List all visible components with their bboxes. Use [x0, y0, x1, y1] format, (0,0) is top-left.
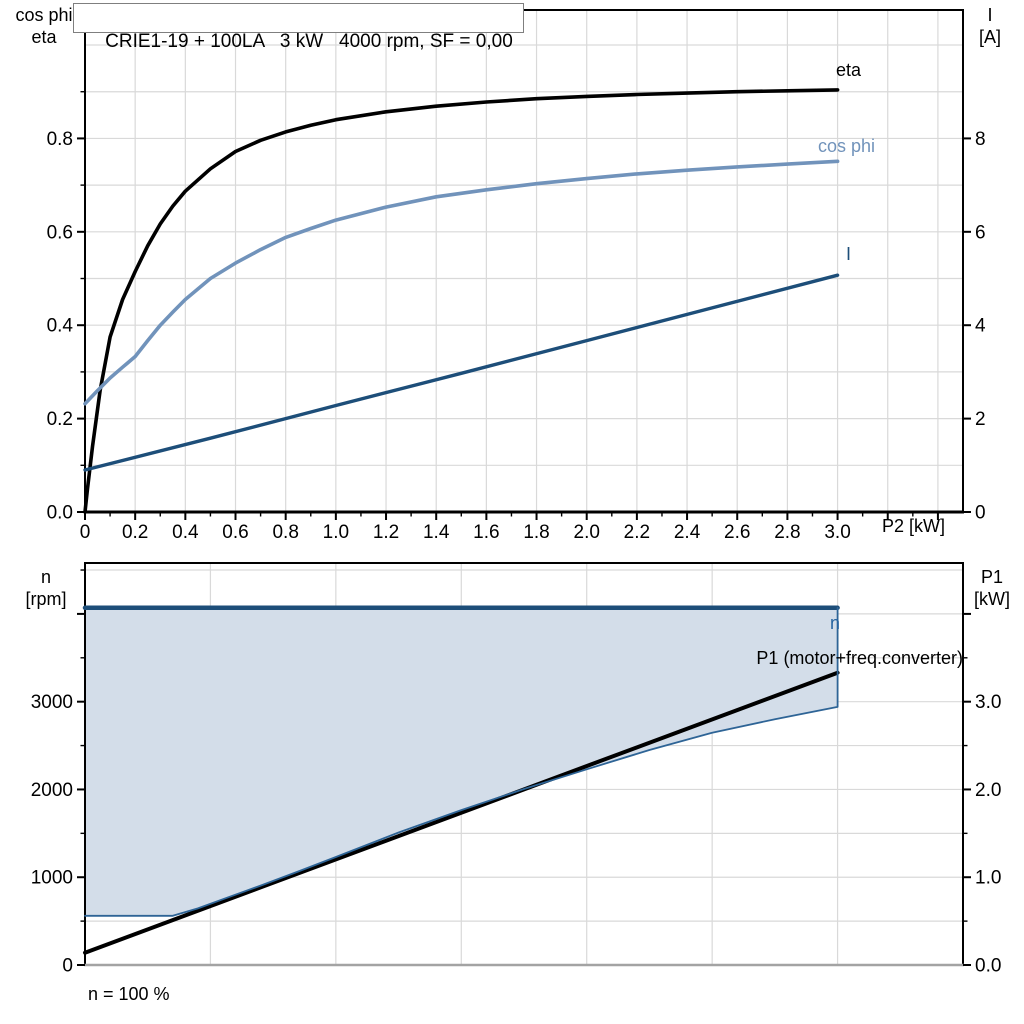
power-axis-title-line1: P1: [980, 567, 1004, 587]
top-left-axis-title: cos phi eta: [6, 4, 82, 48]
speed-axis-title-line2: [rpm]: [25, 589, 67, 609]
tick-label: 1.2: [373, 522, 399, 543]
tick-label: 2.0: [574, 522, 600, 543]
tick-label: 2.2: [624, 522, 650, 543]
current-curve-label: I: [846, 244, 852, 264]
tick-label: 0.2: [47, 409, 73, 430]
tick-label: 0: [975, 503, 986, 524]
chart-title: CRIE1-19 + 100LA 3 kW 4000 rpm, SF = 0,0…: [105, 31, 513, 52]
tick-label: 2.4: [674, 522, 701, 543]
series-speed-range-lower-boundary: [84, 606, 839, 917]
tick-label: 0.8: [272, 522, 298, 543]
tick-label: 0.2: [122, 522, 148, 543]
tick-label: 8: [975, 129, 986, 150]
top-right-axis-title: I [A]: [960, 4, 1020, 48]
tick-label: 0.0: [975, 956, 1001, 977]
p1-curve-label: P1 (motor+freq.converter): [756, 648, 963, 668]
tick-label: 2.0: [975, 780, 1001, 801]
speed-axis-title-line1: n: [40, 567, 51, 587]
tick-label: 0.4: [47, 316, 74, 337]
tick-label: 0: [80, 522, 91, 543]
series-cos-phi: [83, 159, 840, 406]
tick-label: 3.0: [824, 522, 850, 543]
tick-label: 0.6: [222, 522, 248, 543]
right-axis-title-line1: I: [987, 5, 993, 25]
tick-label: 1.0: [323, 522, 349, 543]
series-i: [83, 273, 840, 472]
tick-label: 6: [975, 222, 986, 243]
tick-label: 1000: [31, 868, 73, 889]
series-eta: [83, 88, 840, 514]
tick-label: 2000: [31, 780, 73, 801]
chart-title-box: CRIE1-19 + 100LA 3 kW 4000 rpm, SF = 0,0…: [73, 3, 524, 52]
cos-phi-curve-label: cos phi: [818, 136, 876, 156]
tick-label: 0.6: [47, 222, 73, 243]
tick-label: 1.8: [523, 522, 549, 543]
left-axis-title-line1: cos phi: [15, 5, 73, 25]
tick-label: 3.0: [975, 692, 1001, 713]
tick-label: 1.6: [473, 522, 499, 543]
speed-footnote: n = 100 %: [88, 984, 170, 1004]
n-curve-label: n: [830, 613, 841, 633]
tick-label: 2.8: [774, 522, 800, 543]
tick-label: 0.8: [47, 129, 73, 150]
tick-label: 2: [975, 409, 986, 430]
tick-label: 2.6: [724, 522, 750, 543]
bottom-left-axis-title: n [rpm]: [10, 566, 82, 610]
tick-label: 0: [62, 956, 73, 977]
right-axis-title-line2: [A]: [978, 27, 1001, 47]
left-axis-title-line2: eta: [31, 27, 57, 47]
bottom-right-axis-title: P1 [kW]: [961, 566, 1023, 610]
tick-label: 3000: [31, 692, 73, 713]
tick-label: 4: [975, 316, 986, 337]
tick-label: 0.0: [47, 503, 73, 524]
x-axis-label: P2 [kW]: [882, 516, 946, 536]
tick-label: 0.4: [172, 522, 199, 543]
tick-label: 1.4: [423, 522, 450, 543]
series-p1-motor-freq-converter: [83, 670, 840, 955]
eta-curve-label: eta: [836, 60, 862, 80]
speed-range-area: [85, 607, 838, 916]
tick-label: 1.0: [975, 868, 1001, 889]
power-axis-title-line2: [kW]: [974, 589, 1010, 609]
